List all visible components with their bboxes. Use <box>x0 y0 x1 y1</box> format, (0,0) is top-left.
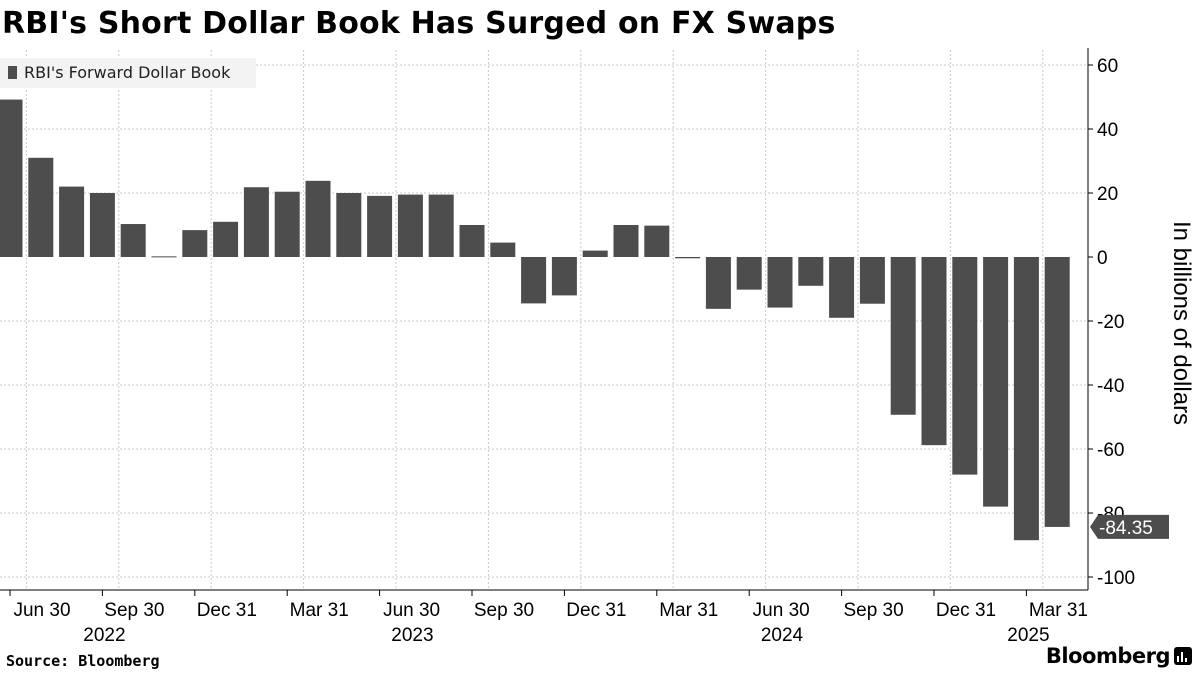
bar-series <box>0 99 1070 541</box>
bloomberg-logo: Bloomberg <box>1046 644 1192 668</box>
x-tick-label: Mar 31 <box>659 600 718 621</box>
chart-title: RBI's Short Dollar Book Has Surged on FX… <box>2 6 836 41</box>
last-value-callout-bg <box>1090 514 1169 539</box>
bar <box>983 257 1009 507</box>
x-tick-label: Jun 30 <box>753 600 810 621</box>
x-tick-label: Jun 30 <box>13 600 70 621</box>
bar <box>59 186 85 257</box>
bar <box>551 257 577 296</box>
x-year-label: 2022 <box>83 625 125 646</box>
bloomberg-terminal-icon <box>1174 647 1192 665</box>
bar <box>336 193 362 257</box>
bar <box>182 230 208 257</box>
bar <box>213 221 239 257</box>
bar <box>767 257 793 308</box>
bar <box>28 157 54 257</box>
x-tick-label: Mar 31 <box>290 600 349 621</box>
bar <box>243 187 269 257</box>
x-year-label: 2025 <box>1007 625 1049 646</box>
x-tick-label: Sep 30 <box>843 600 903 621</box>
gridlines <box>0 50 1088 590</box>
bar <box>521 257 547 304</box>
bar <box>274 191 300 257</box>
bar <box>829 257 855 318</box>
brand-name: Bloomberg <box>1045 644 1171 668</box>
bar <box>952 257 978 475</box>
bar <box>490 242 516 257</box>
y-tick-label: 0 <box>1097 248 1108 269</box>
x-tick-label: Mar 31 <box>1029 600 1088 621</box>
bar <box>644 225 670 257</box>
y-tick-label: 40 <box>1097 120 1118 141</box>
x-tick-label: Jun 30 <box>383 600 440 621</box>
bar <box>120 224 146 257</box>
y-tick-label: -20 <box>1097 312 1124 333</box>
bar <box>0 99 23 257</box>
bar <box>89 193 115 257</box>
bar <box>1044 257 1070 527</box>
bar <box>890 257 916 415</box>
x-tick-label: Dec 31 <box>566 600 626 621</box>
x-tick-label: Sep 30 <box>474 600 534 621</box>
x-tick-label: Sep 30 <box>104 600 164 621</box>
bar <box>305 180 331 257</box>
bar <box>151 256 177 258</box>
axes <box>0 48 1089 591</box>
bar <box>675 257 701 259</box>
bar <box>397 194 423 257</box>
bar <box>582 250 608 257</box>
y-tick-label: -40 <box>1097 376 1124 397</box>
bar <box>798 257 824 286</box>
x-year-label: 2024 <box>761 625 804 646</box>
y-tick-label: 20 <box>1097 184 1118 205</box>
bar <box>459 225 485 257</box>
last-value-label: -84.35 <box>1099 518 1153 539</box>
bar <box>859 257 885 304</box>
y-tick-label: -60 <box>1097 440 1124 461</box>
bar <box>428 194 454 257</box>
legend-background <box>0 58 256 88</box>
bar <box>613 225 639 257</box>
source-note: Source: Bloomberg <box>6 652 160 670</box>
bar <box>367 195 393 257</box>
legend: RBI's Forward Dollar Book <box>0 58 256 88</box>
legend-label: RBI's Forward Dollar Book <box>24 63 231 82</box>
bar <box>705 257 731 309</box>
y-axis-label: In billions of dollars <box>1168 221 1195 425</box>
legend-swatch <box>8 66 17 79</box>
x-tick-label: Dec 31 <box>936 600 996 621</box>
bar <box>921 257 947 446</box>
x-tick-label: Dec 31 <box>197 600 257 621</box>
x-axis-ticks: Jun 30 Sep 30 Dec 31 Mar 31 Jun 30 Sep 30 Dec … <box>9 590 1088 646</box>
x-year-label: 2023 <box>391 625 433 646</box>
bar <box>736 257 762 290</box>
y-tick-label: 60 <box>1097 56 1118 77</box>
bar <box>1013 257 1039 541</box>
y-tick-label: -100 <box>1097 568 1135 589</box>
last-value-callout: -84.35 <box>1090 514 1169 539</box>
